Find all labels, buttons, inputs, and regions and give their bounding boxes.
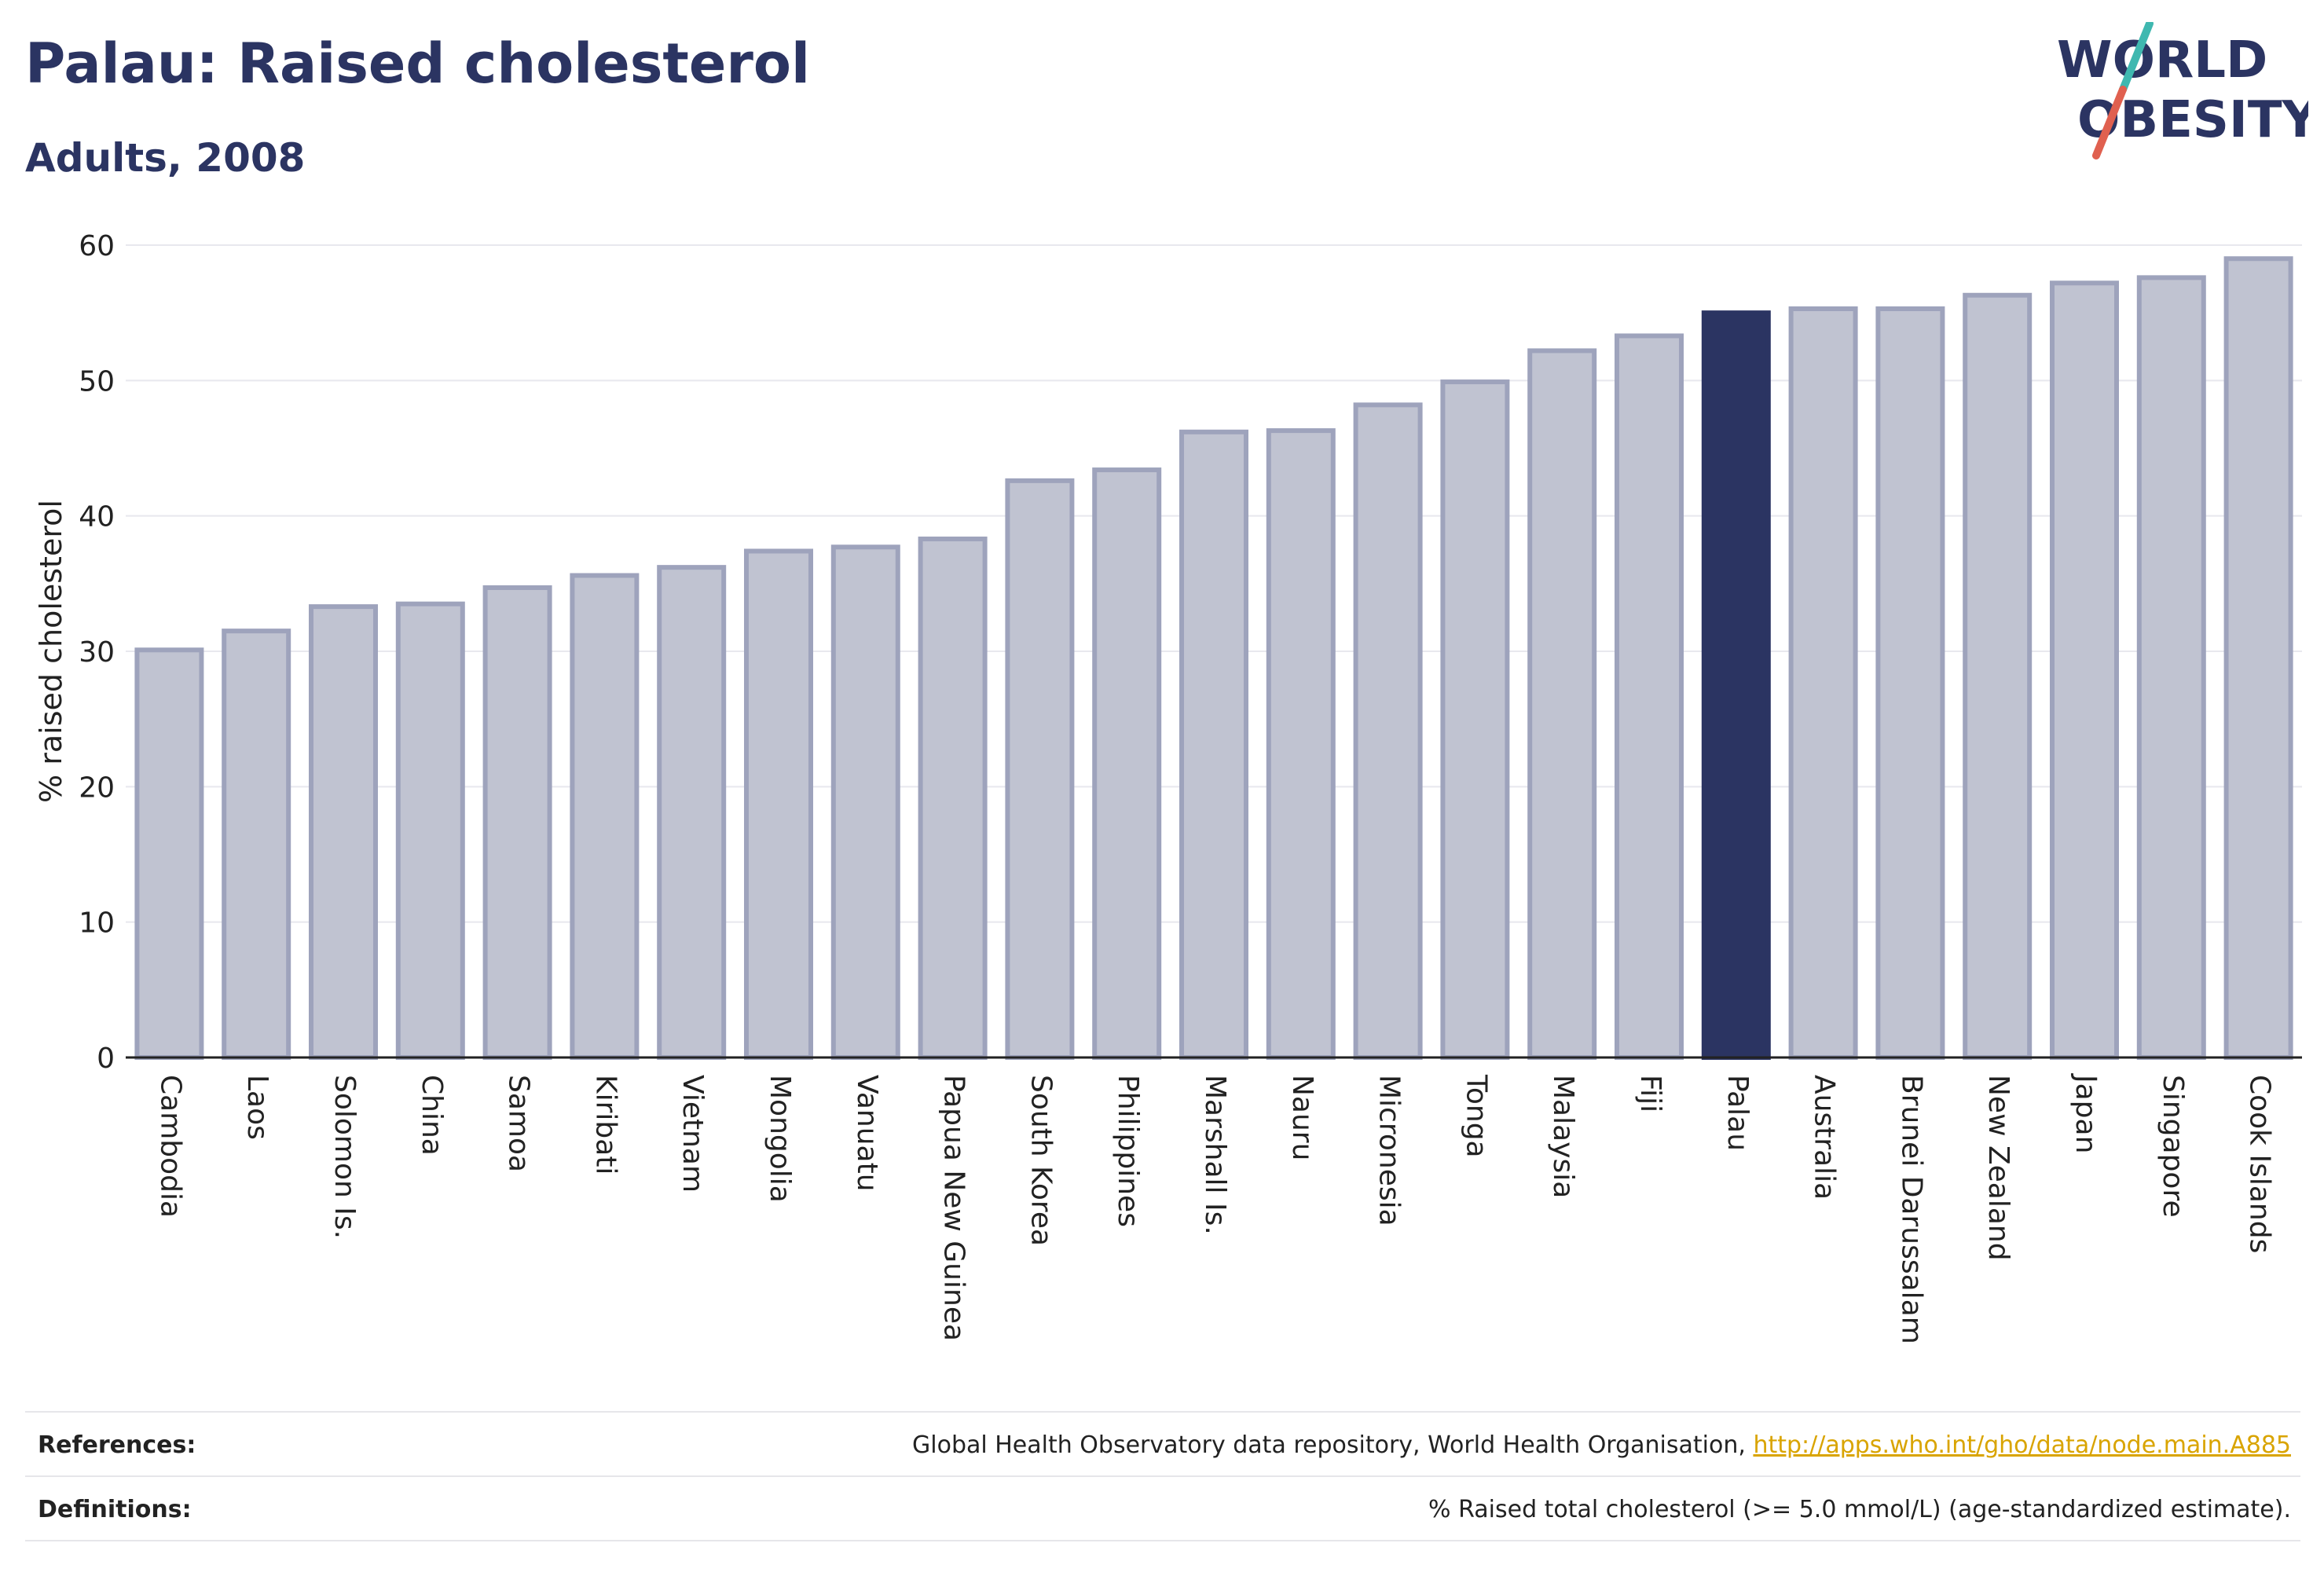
x-tick-label: Singapore xyxy=(2157,1075,2189,1218)
x-tick-label: South Korea xyxy=(1025,1075,1057,1246)
bar xyxy=(1179,429,1248,1060)
x-tick-label: Micronesia xyxy=(1373,1075,1406,1226)
references-label: References: xyxy=(38,1431,196,1459)
bar xyxy=(1440,379,1510,1061)
bar xyxy=(309,604,378,1060)
bar xyxy=(918,536,988,1060)
definitions-text: % Raised total cholesterol (>= 5.0 mmol/… xyxy=(1428,1496,2291,1523)
x-tick-label: Marshall Is. xyxy=(1199,1075,1231,1235)
x-tick-label: Solomon Is. xyxy=(328,1075,361,1239)
y-tick-label: 40 xyxy=(79,501,115,533)
y-tick-labels: 0 10 20 30 40 50 60 xyxy=(79,230,115,1075)
x-tick-label: Malaysia xyxy=(1547,1075,1579,1198)
bar xyxy=(1875,306,1945,1061)
x-tick-label: Laos xyxy=(241,1075,273,1140)
x-tick-label: Fiji xyxy=(1634,1075,1666,1112)
x-tick-label: Palau xyxy=(1721,1075,1754,1151)
x-tick-label: Kiribati xyxy=(589,1075,621,1175)
bar xyxy=(134,647,204,1060)
y-tick-label: 10 xyxy=(79,907,115,940)
bar xyxy=(1788,306,1858,1061)
x-tick-label: Japan xyxy=(2069,1073,2102,1153)
bar xyxy=(1527,348,1597,1061)
x-tick-label: New Zealand xyxy=(1982,1075,2014,1261)
x-tick-label: Cambodia xyxy=(154,1075,186,1218)
bars xyxy=(134,256,2293,1061)
bar xyxy=(222,629,291,1060)
footer-divider-bottom xyxy=(25,1540,2300,1541)
x-tick-label: Vanuatu xyxy=(851,1075,883,1192)
y-tick-label: 0 xyxy=(97,1043,115,1075)
footer-divider-middle xyxy=(25,1475,2300,1477)
bar xyxy=(1353,402,1423,1060)
references-link[interactable]: http://apps.who.int/gho/data/node.main.A… xyxy=(1753,1431,2291,1459)
logo-slash-teal xyxy=(2119,22,2154,93)
x-tick-label: Nauru xyxy=(1286,1075,1318,1160)
logo-line1: WORLD xyxy=(2057,31,2267,90)
x-tick-labels: Cambodia Laos Solomon Is. China Samoa Kiribat… xyxy=(154,1073,2275,1344)
y-tick-label: 20 xyxy=(79,772,115,804)
x-tick-label: Samoa xyxy=(503,1075,535,1172)
x-tick-label: Philippines xyxy=(1112,1075,1144,1227)
bar xyxy=(744,548,813,1060)
x-tick-label: Cook Islands xyxy=(2244,1075,2276,1253)
bar xyxy=(1615,333,1684,1061)
bar xyxy=(2136,275,2206,1060)
bar xyxy=(1092,467,1162,1060)
references-text: Global Health Observatory data repositor… xyxy=(912,1431,2291,1459)
bar xyxy=(830,544,900,1060)
bar xyxy=(2050,280,2119,1060)
x-tick-label: Australia xyxy=(1809,1075,1841,1200)
x-tick-label: Papua New Guinea xyxy=(938,1075,970,1341)
page-subtitle: Adults, 2008 xyxy=(25,135,306,181)
bar xyxy=(1266,428,1336,1060)
x-tick-label: Brunei Darussalam xyxy=(1895,1075,1927,1344)
references-source: Global Health Observatory data repositor… xyxy=(912,1431,1754,1459)
x-tick-label: Vietnam xyxy=(676,1075,709,1193)
logo-slash-red xyxy=(2092,86,2127,159)
bar-chart: 0 10 20 30 40 50 60 Cambodia Laos Solomon Is. Chi… xyxy=(34,230,2302,1344)
y-axis-label: % raised cholesterol xyxy=(34,500,68,803)
bar-highlight xyxy=(1701,310,1771,1060)
x-tick-label: Tonga xyxy=(1460,1074,1492,1158)
world-obesity-logo: WORLD OBESITY xyxy=(2057,22,2308,159)
page-title: Palau: Raised cholesterol xyxy=(25,31,810,96)
bar xyxy=(657,565,727,1060)
bar xyxy=(482,585,552,1060)
y-tick-label: 50 xyxy=(79,365,115,398)
bar xyxy=(570,573,640,1060)
x-tick-label: China xyxy=(416,1075,448,1156)
y-tick-label: 30 xyxy=(79,636,115,669)
footer-divider-top xyxy=(25,1411,2300,1413)
bar xyxy=(1963,292,2033,1061)
x-tick-label: Mongolia xyxy=(764,1075,796,1203)
bar xyxy=(2223,256,2293,1060)
y-tick-label: 60 xyxy=(79,230,115,262)
definitions-label: Definitions: xyxy=(38,1496,192,1523)
bar xyxy=(1005,478,1075,1060)
bar xyxy=(395,601,465,1060)
